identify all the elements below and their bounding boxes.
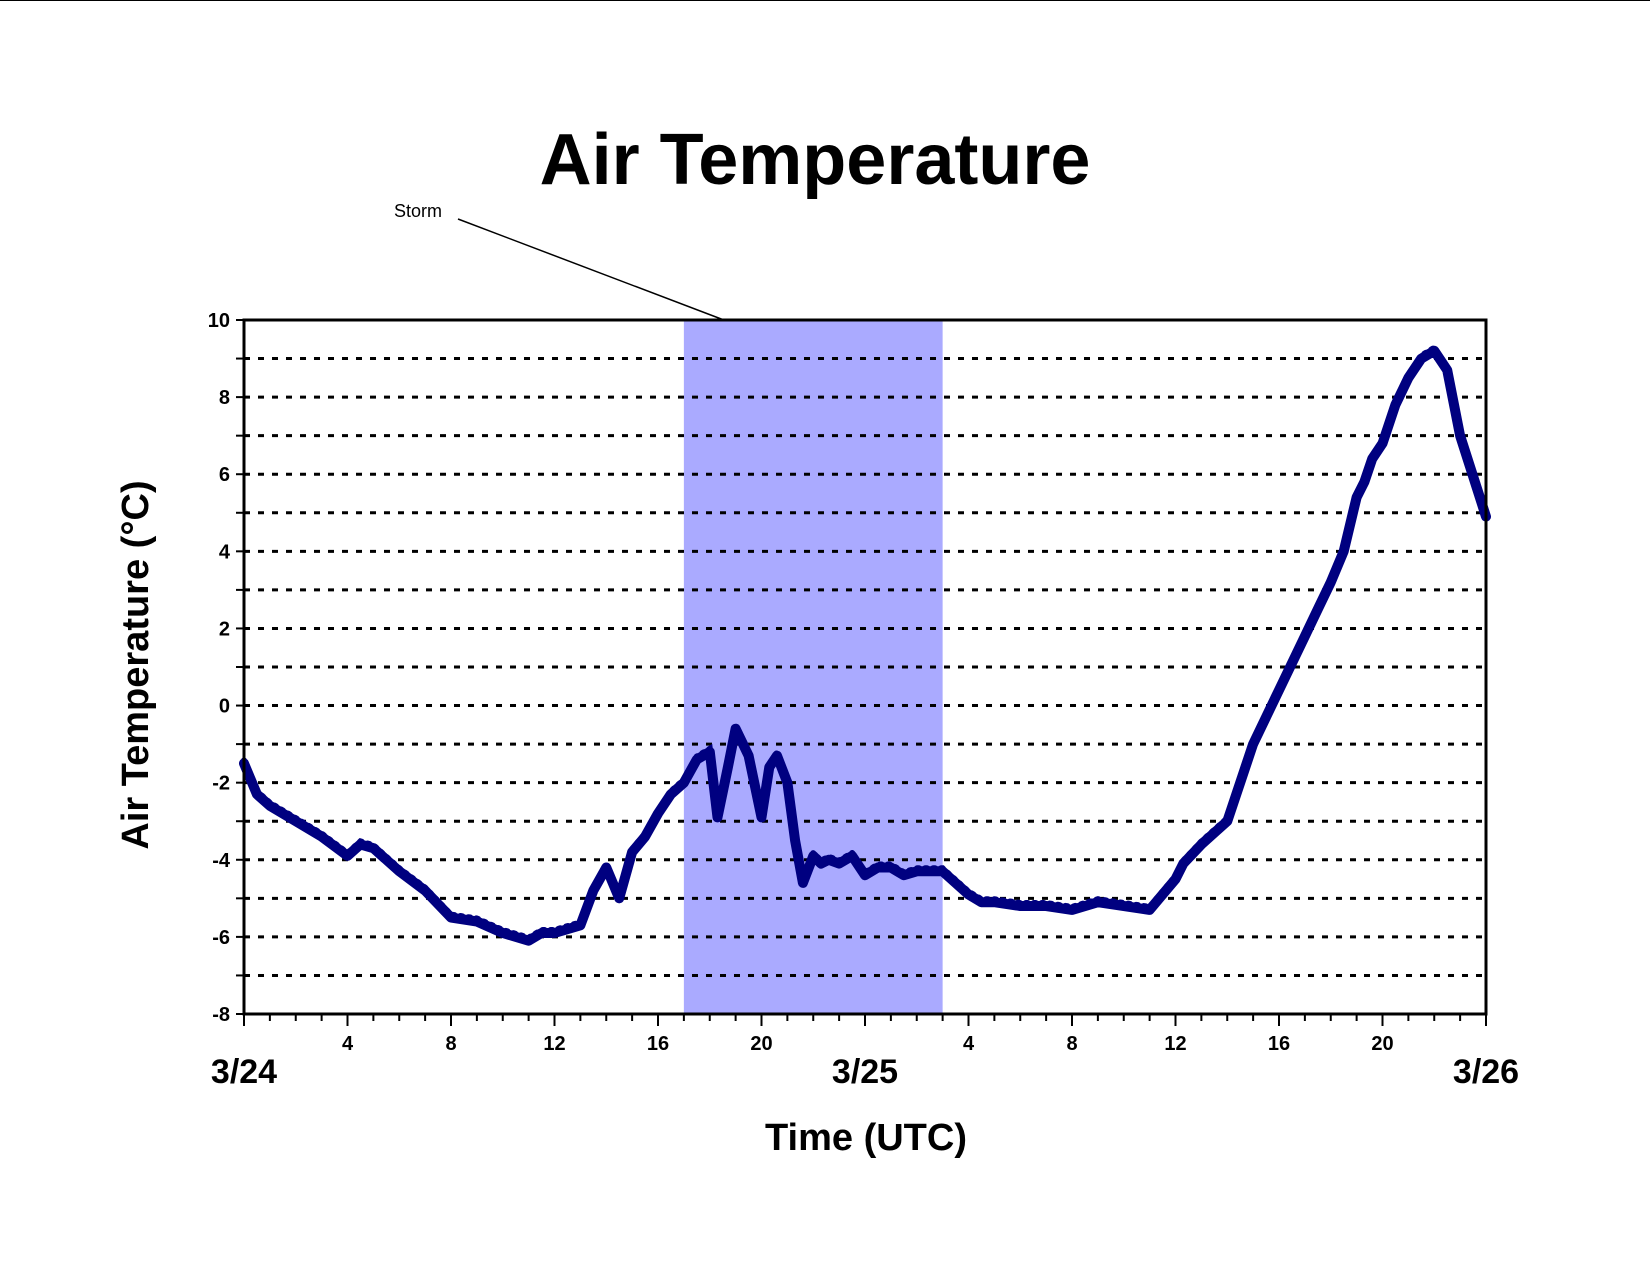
y-axis-title: Air Temperature (°C) [115,480,157,849]
chart-title: Air Temperature [540,120,1091,200]
storm-shaded-region [683,320,943,1014]
storm-annotation-label: Storm [394,201,442,221]
x-date-label: 3/26 [1453,1053,1519,1091]
y-tick-label: 8 [219,387,230,409]
x-tick-label: 8 [445,1033,456,1055]
x-tick-label: 20 [750,1033,772,1055]
x-date-label: 3/24 [211,1053,277,1091]
y-tick-label: -6 [212,927,230,949]
y-tick-label: 0 [219,696,230,718]
y-tick-label: 6 [219,464,230,486]
y-tick-label: 4 [219,541,231,563]
x-tick-label: 12 [1164,1033,1186,1055]
y-tick-label: -2 [212,773,230,795]
storm-annotation-leader-line [457,218,725,321]
y-tick-label: 10 [208,310,230,332]
y-tick-label: -4 [212,850,231,872]
x-tick-label: 20 [1371,1033,1393,1055]
x-tick-label: 8 [1066,1033,1077,1055]
x-tick-label: 16 [647,1033,669,1055]
temperature-series-jitter [241,343,1489,941]
x-tick-label: 12 [543,1033,565,1055]
y-tick-label: 2 [219,618,230,640]
x-tick-label: 4 [963,1033,975,1055]
x-tick-label: 4 [342,1033,354,1055]
x-tick-label: 16 [1268,1033,1290,1055]
x-axis-title: Time (UTC) [765,1117,967,1159]
y-tick-label: -8 [212,1004,230,1026]
x-date-label: 3/25 [832,1053,898,1091]
